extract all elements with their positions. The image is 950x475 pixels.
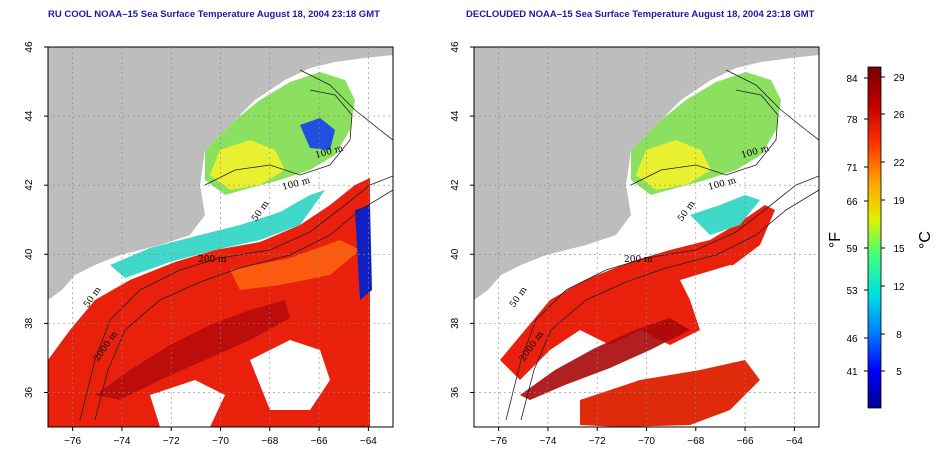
y-tick-label: 40	[450, 248, 461, 260]
cloud-area-2	[150, 380, 225, 427]
y-tick-label: 46	[450, 41, 461, 53]
left-panel-title: RU COOL NOAA–15 Sea Surface Temperature …	[48, 9, 380, 20]
warm-water-region	[500, 205, 775, 380]
y-tick-label: 44	[450, 110, 461, 122]
y-tick-label: 38	[24, 317, 35, 329]
x-tick-label: −70	[638, 436, 655, 447]
x-tick-label: −76	[490, 436, 507, 447]
x-tick-label: −64	[360, 436, 377, 447]
x-tick-label: −76	[64, 436, 81, 447]
y-tick-label: 46	[24, 41, 35, 53]
x-tick-label: −72	[163, 436, 180, 447]
y-tick-label: 44	[24, 110, 35, 122]
bathymetry-contours	[79, 69, 393, 421]
right-axis-ticks: −76 −74 −72 −70 −68 −66 −64 46 44 42 40 38 36	[450, 41, 803, 447]
x-tick-label: −70	[212, 436, 229, 447]
contour-label: 200 m	[198, 255, 227, 265]
x-tick-label: −72	[589, 436, 606, 447]
warm-core	[520, 318, 690, 400]
fahrenheit-tick-label: 84	[846, 74, 858, 85]
x-tick-label: −68	[687, 436, 704, 447]
warm-core	[95, 300, 290, 400]
fahrenheit-tick-label: 46	[846, 334, 858, 345]
celsius-tick-label: 19	[893, 196, 905, 207]
y-tick-label: 36	[24, 386, 35, 398]
fahrenheit-tick-label: 59	[846, 244, 858, 255]
yellow-bank	[210, 140, 285, 190]
y-tick-label: 38	[450, 317, 461, 329]
left-grid	[48, 47, 393, 427]
celsius-tick-label: 8	[896, 330, 902, 341]
colorbar: 84 78 71 66 59 53 46 41 29 26 22 19 15 12 8 5 °F °C	[827, 66, 934, 409]
celsius-tick-label: 29	[893, 73, 905, 84]
shelf-cool-water	[690, 195, 760, 235]
fahrenheit-unit-label: °F	[827, 232, 844, 248]
x-tick-label: −66	[737, 436, 754, 447]
red-south-patch	[580, 360, 760, 427]
x-tick-label: −74	[113, 436, 130, 447]
fahrenheit-tick-label: 41	[846, 367, 858, 378]
yellow-bank	[636, 140, 711, 190]
orange-patch	[230, 240, 360, 290]
y-tick-label: 42	[24, 179, 35, 191]
celsius-unit-label: °C	[917, 231, 934, 249]
blue-edge-strip	[355, 205, 372, 300]
x-tick-label: −74	[539, 436, 556, 447]
left-axis-ticks: −76 −74 −72 −70 −68 −66 −64 46 44 42 40 38 36	[24, 41, 377, 447]
shelf-cool-water	[110, 190, 325, 278]
x-tick-label: −66	[311, 436, 328, 447]
fahrenheit-tick-label: 78	[846, 115, 858, 126]
bathymetry-contours	[505, 69, 819, 421]
fahrenheit-tick-label: 71	[846, 163, 858, 174]
y-tick-label: 36	[450, 386, 461, 398]
right-panel-title: DECLOUDED NOAA–15 Sea Surface Temperatur…	[466, 9, 815, 20]
celsius-tick-label: 12	[893, 282, 905, 293]
colorbar-ticks: 84 78 71 66 59 53 46 41 29 26 22 19 15 12 8 5	[846, 73, 905, 378]
cloud-area	[680, 265, 780, 335]
blue-cold-patch	[300, 118, 335, 150]
celsius-tick-label: 15	[893, 244, 905, 255]
y-tick-label: 40	[24, 248, 35, 260]
contour-label: 200 m	[624, 255, 653, 265]
celsius-tick-label: 26	[893, 110, 905, 121]
celsius-tick-label: 5	[896, 367, 902, 378]
x-tick-label: −64	[786, 436, 803, 447]
right-grid	[474, 47, 819, 427]
fahrenheit-tick-label: 66	[846, 197, 858, 208]
fahrenheit-tick-label: 53	[846, 286, 858, 297]
y-tick-label: 42	[450, 179, 461, 191]
colorbar-bar	[867, 66, 882, 409]
x-tick-label: −68	[261, 436, 278, 447]
celsius-tick-label: 22	[893, 158, 905, 169]
